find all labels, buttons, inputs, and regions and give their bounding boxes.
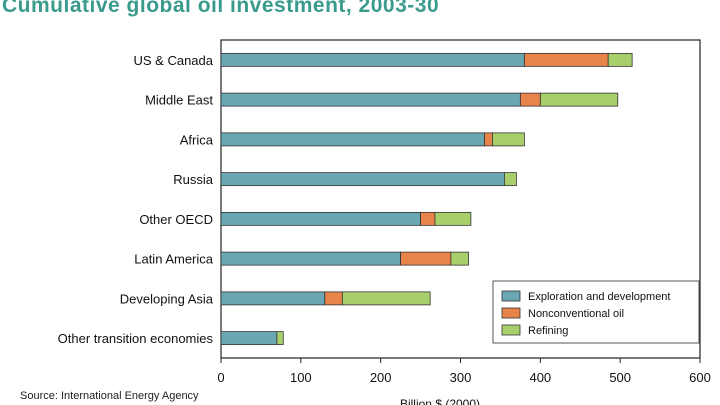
category-label: Latin America — [134, 252, 214, 267]
x-tick-label: 500 — [609, 370, 631, 385]
bar-segment-1 — [220, 172, 505, 187]
bar-segment-1 — [220, 92, 521, 107]
category-label: Africa — [180, 132, 214, 147]
bar-segment-1 — [220, 132, 485, 147]
legend-label: Refining — [528, 325, 568, 337]
category-label: US & Canada — [134, 53, 214, 68]
bar-segment-1 — [220, 52, 525, 67]
category-labels: US & Canada Middle East Africa Russia Other … — [58, 53, 214, 346]
legend-label: Exploration and development — [528, 291, 670, 303]
legend-box — [492, 280, 700, 344]
bar-segment-1 — [220, 251, 402, 266]
legend-swatch — [501, 307, 521, 319]
category-label: Russia — [173, 172, 214, 187]
bar-segment-3 — [434, 211, 472, 226]
category-label: Middle East — [145, 93, 213, 108]
bar-segment-3 — [341, 291, 431, 306]
x-tick-label: 200 — [370, 370, 392, 385]
x-tick-label: 600 — [689, 370, 711, 385]
bar-segment-3 — [607, 52, 633, 67]
chart-title: Cumulative global oil investment, 2003-3… — [2, 0, 440, 17]
legend-swatch — [501, 290, 521, 302]
category-label: Other OECD — [139, 212, 213, 227]
bar-segment-1 — [220, 331, 278, 346]
bar-segment-2 — [400, 251, 452, 266]
x-tick-label: 100 — [290, 370, 312, 385]
legend: Exploration and development Nonconvention… — [492, 280, 700, 344]
x-axis: 0 100 200 300 400 500 600 Billion $ (2000) — [217, 358, 711, 405]
bar-segment-3 — [539, 92, 619, 107]
x-tick-label: 0 — [217, 370, 224, 385]
category-label: Other transition economies — [58, 331, 214, 346]
bar-segment-2 — [324, 291, 343, 306]
bars-group — [220, 52, 633, 346]
x-axis-title: Billion $ (2000) — [400, 397, 480, 405]
bar-segment-2 — [420, 211, 436, 226]
legend-swatch — [501, 324, 521, 336]
source-note: Source: International Energy Agency — [20, 390, 199, 402]
bar-segment-2 — [523, 52, 609, 67]
x-tick-label: 400 — [529, 370, 551, 385]
legend-label: Nonconventional oil — [528, 308, 624, 320]
bar-segment-1 — [220, 291, 326, 306]
bar-segment-1 — [220, 211, 421, 226]
bar-segment-3 — [492, 132, 525, 147]
x-tick-label: 300 — [450, 370, 472, 385]
bar-segment-3 — [276, 331, 284, 346]
bar-segment-3 — [504, 172, 517, 187]
bar-segment-3 — [450, 251, 469, 266]
category-label: Developing Asia — [120, 291, 214, 306]
bar-segment-2 — [519, 92, 541, 107]
bar-segment-2 — [484, 132, 493, 147]
